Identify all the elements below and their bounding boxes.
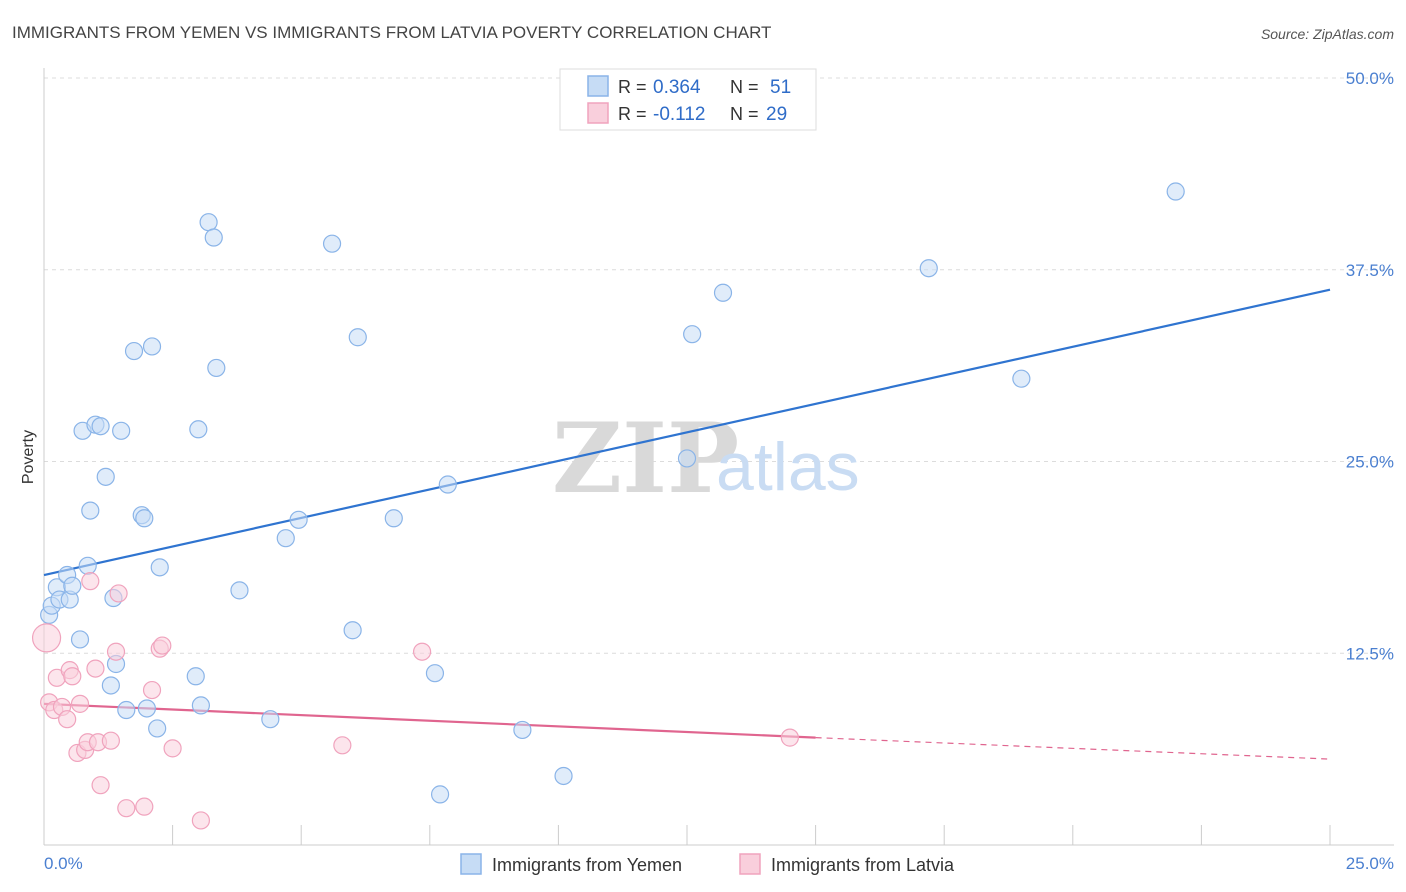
- latvia-point-7: [63, 667, 82, 686]
- latvia-point-16: [101, 731, 120, 750]
- bottom-legend: Immigrants from Yemen Immigrants from La…: [460, 853, 955, 875]
- yemen-point-19: [124, 341, 144, 361]
- yemen-point-27: [189, 420, 208, 439]
- yemen-point-30: [204, 228, 223, 247]
- latvia-point-27: [412, 642, 432, 661]
- latvia-point-28: [780, 728, 799, 747]
- yemen-point-44: [554, 766, 573, 786]
- latvia-point-19: [117, 799, 136, 818]
- chart-title: IMMIGRANTS FROM YEMEN VS IMMIGRANTS FROM…: [12, 23, 771, 42]
- legend-n-label-yemen: N =: [730, 77, 759, 97]
- latvia-point-26: [333, 736, 352, 755]
- latvia-point-25: [191, 811, 210, 830]
- grid-layer: [44, 77, 1394, 654]
- watermark: ZIP atlas: [552, 402, 860, 515]
- legend-swatch-yemen: [587, 75, 609, 97]
- yemen-point-41: [430, 785, 450, 804]
- yemen-point-6: [63, 576, 82, 595]
- legend-n-label-latvia: N =: [730, 104, 759, 124]
- yemen-point-49: [1012, 369, 1031, 388]
- latvia-trend-line: [43, 702, 816, 739]
- yemen-point-42: [438, 475, 457, 494]
- bottom-legend-swatch-latvia: [739, 853, 761, 875]
- yemen-point-24: [148, 719, 167, 738]
- yemen-point-18: [117, 700, 136, 720]
- yemen-point-25: [150, 558, 169, 577]
- yemen-point-33: [261, 710, 280, 729]
- latvia-point-20: [135, 797, 154, 816]
- yemen-point-43: [513, 720, 532, 740]
- watermark-atlas: atlas: [716, 429, 860, 505]
- yemen-point-31: [207, 358, 226, 378]
- axis-layer: 12.5% 25.0% 37.5% 50.0%: [43, 68, 1394, 846]
- latvia-point-12: [81, 572, 100, 591]
- latvia-point-18: [109, 584, 128, 603]
- bottom-legend-label-latvia: Immigrants from Latvia: [771, 855, 955, 875]
- yemen-point-21: [135, 509, 154, 528]
- legend-r-label-yemen: R =: [618, 77, 647, 97]
- x-tick-label-left: 0.0%: [44, 854, 83, 873]
- bottom-legend-label-yemen: Immigrants from Yemen: [492, 855, 682, 875]
- yemen-point-9: [78, 556, 97, 575]
- yemen-point-34: [276, 529, 295, 548]
- yemen-point-48: [919, 259, 938, 278]
- yemen-point-10: [81, 501, 100, 520]
- yemen-point-36: [322, 234, 342, 253]
- yemen-point-37: [343, 621, 362, 640]
- yemen-point-14: [101, 676, 120, 695]
- latvia-point-17: [106, 642, 126, 661]
- yemen-point-26: [186, 667, 205, 686]
- watermark-zip: ZIP: [552, 402, 739, 515]
- latvia-point-0: [31, 623, 62, 653]
- y-tick-label-2: 37.5%: [1346, 261, 1394, 280]
- latvia-point-15: [91, 776, 110, 795]
- yemen-point-39: [384, 509, 403, 528]
- latvia-point-9: [70, 694, 90, 713]
- latvia-point-24: [163, 739, 182, 758]
- yemen-point-17: [112, 421, 131, 440]
- yemen-point-23: [142, 337, 162, 356]
- yemen-point-29: [199, 213, 218, 232]
- legend-r-label-latvia: R =: [618, 104, 647, 124]
- legend-swatch-latvia: [587, 102, 609, 124]
- y-tick-label-1: 25.0%: [1346, 453, 1394, 472]
- yemen-point-12: [91, 417, 110, 436]
- yemen-point-28: [191, 696, 210, 715]
- yemen-point-40: [425, 664, 445, 683]
- y-tick-label-0: 12.5%: [1346, 644, 1394, 663]
- bottom-legend-swatch-yemen: [460, 853, 482, 875]
- y-tick-label-3: 50.0%: [1346, 69, 1394, 88]
- y-axis-label: Poverty: [20, 430, 37, 484]
- latvia-point-23: [153, 636, 172, 655]
- yemen-point-47: [713, 283, 733, 302]
- legend-r-value-latvia: -0.112: [653, 104, 705, 125]
- trend-layer: [43, 288, 1331, 760]
- latvia-point-5: [58, 710, 77, 729]
- yemen-point-32: [230, 581, 249, 600]
- legend-n-value-latvia: 29: [766, 104, 787, 125]
- latvia-trend-line-extension: [815, 737, 1331, 760]
- points-layer: [31, 182, 1185, 830]
- legend-n-value-yemen: 51: [770, 77, 791, 98]
- yemen-point-13: [96, 467, 115, 486]
- yemen-point-7: [70, 630, 90, 649]
- latvia-point-21: [142, 680, 162, 700]
- latvia-point-13: [86, 659, 105, 678]
- x-tick-label-right: 25.0%: [1346, 854, 1394, 873]
- yemen-point-35: [289, 510, 308, 529]
- yemen-point-50: [1166, 182, 1185, 201]
- legend-r-value-yemen: 0.364: [653, 77, 701, 98]
- chart-source: Source: ZipAtlas.com: [1261, 26, 1394, 42]
- top-legend: R = 0.364 N = 51 R = -0.112 N = 29: [559, 68, 817, 131]
- yemen-point-38: [348, 328, 367, 347]
- yemen-trend-line: [43, 288, 1331, 577]
- yemen-point-22: [137, 699, 156, 718]
- yemen-point-46: [683, 325, 702, 344]
- yemen-point-45: [677, 449, 697, 468]
